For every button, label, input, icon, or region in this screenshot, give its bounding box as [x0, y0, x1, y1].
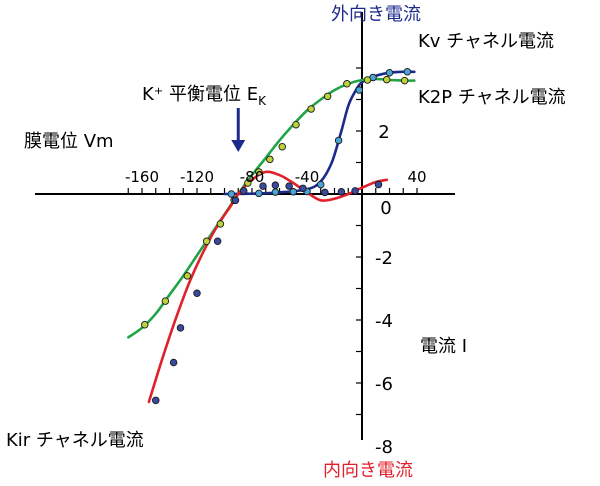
data-point-kv: [289, 188, 298, 196]
ek-arrow-head: [231, 140, 246, 152]
y-axis-title: 電流 I: [420, 336, 467, 357]
ek-label: K⁺ 平衡電位 EK: [142, 84, 267, 108]
data-point-k2p: [183, 272, 192, 280]
outward-current-label: 外向き電流: [331, 4, 421, 25]
data-point-k2p: [216, 220, 225, 228]
y-tick-label: -6: [375, 374, 393, 395]
series-line-kir: [147, 170, 389, 404]
y-tick-label: 2: [378, 122, 389, 143]
series-line-k2p: [127, 77, 416, 339]
ek-label-subscript: K: [258, 94, 267, 108]
curves-layer: [127, 70, 416, 404]
data-point-kv: [317, 180, 325, 189]
data-point-k2p: [140, 320, 149, 329]
series-label-k2p: K2P チャネル電流: [418, 87, 566, 108]
x-axis-title: 膜電位 Vm: [24, 131, 114, 152]
x-tick-label: -40: [295, 168, 320, 186]
data-point-k2p: [266, 155, 274, 164]
series-label-kv: Kv チャネル電流: [418, 31, 554, 52]
data-point-kir: [299, 184, 307, 193]
data-point-k2p: [400, 76, 409, 85]
ticks-layer: -160 -120 -80 -40 402-2-4-6-80: [125, 122, 427, 458]
data-point-kir: [374, 180, 383, 189]
data-point-kir: [213, 237, 222, 245]
data-point-kv: [385, 68, 394, 77]
ek-label-main: K⁺ 平衡電位 E: [142, 84, 258, 105]
data-point-kv: [227, 190, 236, 198]
data-point-kir: [337, 188, 346, 196]
data-point-kir: [193, 289, 201, 297]
data-point-kir: [239, 187, 248, 195]
ek-annotation: K⁺ 平衡電位 EK: [142, 84, 267, 152]
data-point-kir: [351, 187, 359, 195]
data-point-kv: [403, 68, 412, 76]
y-tick-label: -8: [375, 437, 393, 458]
data-point-k2p: [278, 142, 287, 151]
data-point-k2p: [383, 75, 391, 84]
data-point-kv: [255, 189, 263, 198]
data-point-k2p: [292, 120, 300, 129]
ek-arrow-icon: [231, 108, 246, 152]
y-tick-label: -4: [375, 311, 393, 332]
data-point-kir: [231, 196, 240, 205]
y-tick-label-zero: 0: [380, 198, 391, 219]
data-point-kir: [259, 182, 267, 190]
data-point-k2p: [363, 76, 372, 84]
x-tick-label: 40: [407, 168, 426, 186]
series-label-kir: Kir チャネル電流: [6, 430, 144, 451]
data-point-kir: [321, 188, 329, 197]
data-point-k2p: [307, 105, 315, 113]
data-point-k2p: [323, 92, 332, 101]
data-point-kv: [334, 136, 343, 145]
points-layer: [140, 68, 412, 405]
data-point-k2p: [343, 79, 351, 88]
data-point-kv: [355, 86, 364, 94]
data-point-kir: [169, 358, 178, 367]
inward-current-label: 内向き電流: [323, 460, 413, 481]
x-tick-label: -120: [180, 168, 214, 186]
data-point-k2p: [255, 168, 263, 176]
data-point-kir: [176, 324, 185, 332]
data-point-kv: [271, 188, 280, 196]
x-tick-label: -160: [125, 168, 159, 186]
x-tick-label: -80: [240, 168, 265, 186]
y-tick-label: -2: [375, 248, 393, 269]
data-point-kir: [151, 396, 160, 405]
data-point-k2p: [161, 297, 170, 305]
data-point-kir: [271, 181, 280, 189]
data-point-kir: [285, 182, 293, 190]
data-point-k2p: [202, 237, 211, 245]
data-point-k2p: [244, 179, 252, 187]
